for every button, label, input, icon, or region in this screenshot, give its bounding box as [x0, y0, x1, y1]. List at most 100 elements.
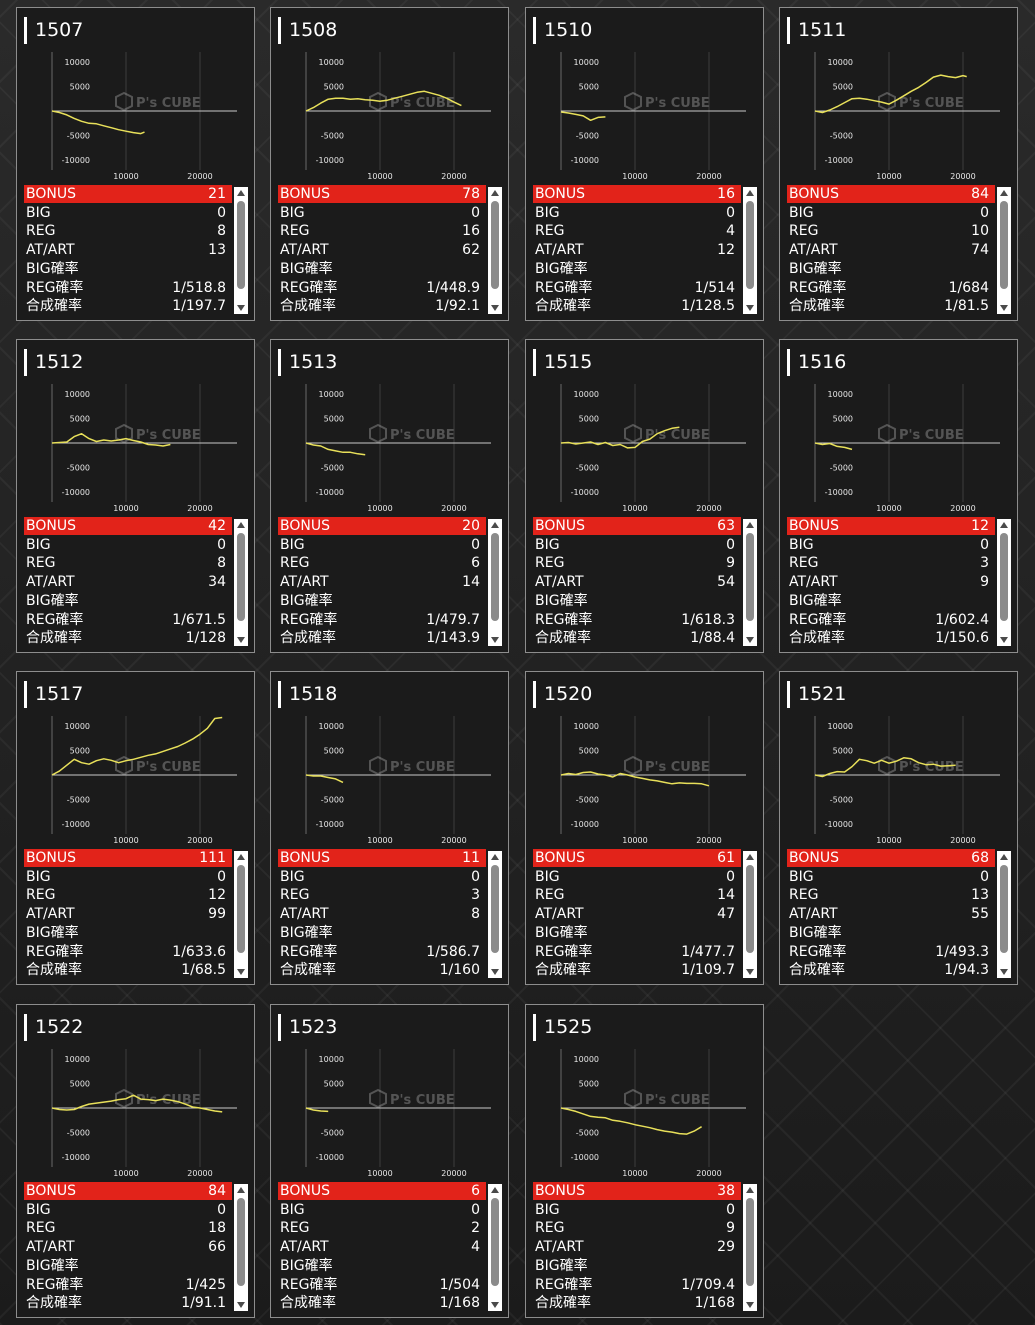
scroll-up-icon[interactable] — [237, 854, 245, 860]
scrollbar-thumb[interactable] — [746, 201, 754, 289]
scroll-up-icon[interactable] — [746, 190, 754, 196]
stats-table[interactable]: BONUS 84 BIG 0 REG 18 AT/ART 66 BIG確率 REG確率 1/425 合… — [24, 1182, 248, 1312]
watermark-logo: P's CUBE — [624, 91, 710, 112]
machine-card[interactable]: 1522 P's CUBE 10000 5000 -5000 -10000 10000 200… — [16, 1004, 255, 1318]
stats-scrollbar[interactable] — [997, 519, 1011, 646]
scroll-up-icon[interactable] — [1000, 190, 1008, 196]
stats-scrollbar[interactable] — [743, 519, 757, 646]
scroll-up-icon[interactable] — [237, 190, 245, 196]
stats-scrollbar[interactable] — [488, 187, 502, 314]
stats-table[interactable]: BONUS 6 BIG 0 REG 2 AT/ART 4 BIG確率 REG確率 1/504 合成確率… — [278, 1182, 502, 1312]
stats-scrollbar[interactable] — [488, 1184, 502, 1311]
y-tick-label: 5000 — [324, 82, 344, 91]
stats-scrollbar[interactable] — [488, 851, 502, 978]
y-tick-label: -5000 — [576, 464, 599, 473]
scroll-up-icon[interactable] — [746, 522, 754, 528]
stats-scrollbar[interactable] — [997, 187, 1011, 314]
scroll-up-icon[interactable] — [1000, 854, 1008, 860]
machine-card[interactable]: 1511 P's CUBE 10000 5000 -5000 -10000 10000 200… — [779, 7, 1018, 321]
machine-card[interactable]: 1516 P's CUBE 10000 5000 -5000 -10000 10000 200… — [779, 339, 1018, 653]
scroll-down-icon[interactable] — [491, 305, 499, 311]
stats-table[interactable]: BONUS 20 BIG 0 REG 6 AT/ART 14 BIG確率 REG確率 1/479.7… — [278, 517, 502, 647]
scroll-up-icon[interactable] — [746, 1187, 754, 1193]
scrollbar-thumb[interactable] — [491, 201, 499, 289]
scroll-down-icon[interactable] — [237, 969, 245, 975]
scroll-up-icon[interactable] — [491, 522, 499, 528]
watermark-logo: P's CUBE — [115, 423, 201, 444]
stats-table[interactable]: BONUS 11 BIG 0 REG 3 AT/ART 8 BIG確率 REG確率 1/586.7 合… — [278, 849, 502, 979]
scroll-down-icon[interactable] — [746, 637, 754, 643]
stats-table[interactable]: BONUS 84 BIG 0 REG 10 AT/ART 74 BIG確率 REG確率 1/684 合… — [787, 185, 1011, 315]
scroll-down-icon[interactable] — [1000, 637, 1008, 643]
stats-scrollbar[interactable] — [234, 187, 248, 314]
stats-table[interactable]: BONUS 38 BIG 0 REG 9 AT/ART 29 BIG確率 REG確率 1/709.4… — [533, 1182, 757, 1312]
scrollbar-thumb[interactable] — [237, 201, 245, 289]
y-tick-label: -5000 — [67, 1129, 90, 1138]
scroll-up-icon[interactable] — [746, 854, 754, 860]
machine-card[interactable]: 1515 P's CUBE 10000 5000 -5000 -10000 10000 200… — [525, 339, 764, 653]
scroll-down-icon[interactable] — [491, 637, 499, 643]
machine-card[interactable]: 1512 P's CUBE 10000 5000 -5000 -10000 10000 200… — [16, 339, 255, 653]
stats-table[interactable]: BONUS 68 BIG 0 REG 13 AT/ART 55 BIG確率 REG確率 1/493.… — [787, 849, 1011, 979]
scrollbar-thumb[interactable] — [746, 1198, 754, 1286]
stats-table[interactable]: BONUS 42 BIG 0 REG 8 AT/ART 34 BIG確率 REG確率 1/671.5… — [24, 517, 248, 647]
scroll-up-icon[interactable] — [237, 522, 245, 528]
machine-card[interactable]: 1520 P's CUBE 10000 5000 -5000 -10000 10000 200… — [525, 671, 764, 985]
scroll-down-icon[interactable] — [491, 969, 499, 975]
scroll-down-icon[interactable] — [1000, 305, 1008, 311]
scroll-up-icon[interactable] — [491, 190, 499, 196]
machine-card[interactable]: 1517 P's CUBE 10000 5000 -5000 -10000 10000 200… — [16, 671, 255, 985]
stats-scrollbar[interactable] — [997, 851, 1011, 978]
stat-row: REG 2 — [278, 1219, 486, 1237]
machine-card[interactable]: 1510 P's CUBE 10000 5000 -5000 -10000 10000 200… — [525, 7, 764, 321]
scroll-down-icon[interactable] — [237, 637, 245, 643]
stats-scrollbar[interactable] — [743, 187, 757, 314]
scroll-up-icon[interactable] — [237, 1187, 245, 1193]
stats-scrollbar[interactable] — [743, 851, 757, 978]
scroll-down-icon[interactable] — [746, 969, 754, 975]
scroll-up-icon[interactable] — [1000, 522, 1008, 528]
stats-scrollbar[interactable] — [743, 1184, 757, 1311]
stats-table[interactable]: BONUS 78 BIG 0 REG 16 AT/ART 62 BIG確率 REG確率 1/448.… — [278, 185, 502, 315]
machine-card[interactable]: 1523 P's CUBE 10000 5000 -5000 -10000 10000 200… — [270, 1004, 509, 1318]
machine-card[interactable]: 1513 P's CUBE 10000 5000 -5000 -10000 10000 200… — [270, 339, 509, 653]
scroll-up-icon[interactable] — [491, 1187, 499, 1193]
scrollbar-thumb[interactable] — [746, 865, 754, 953]
stats-scrollbar[interactable] — [234, 851, 248, 978]
scroll-down-icon[interactable] — [237, 1302, 245, 1308]
y-tick-label: -5000 — [576, 1129, 599, 1138]
stats-table[interactable]: BONUS 21 BIG 0 REG 8 AT/ART 13 BIG確率 REG確率 1/518.8… — [24, 185, 248, 315]
machine-card[interactable]: 1507 P's CUBE 10000 5000 -5000 -10000 10000 200… — [16, 7, 255, 321]
scrollbar-thumb[interactable] — [1000, 865, 1008, 953]
stats-scrollbar[interactable] — [488, 519, 502, 646]
scroll-down-icon[interactable] — [237, 305, 245, 311]
stats-scrollbar[interactable] — [234, 1184, 248, 1311]
scrollbar-thumb[interactable] — [1000, 201, 1008, 289]
machine-card[interactable]: 1508 P's CUBE 10000 5000 -5000 -10000 10000 200… — [270, 7, 509, 321]
stats-table[interactable]: BONUS 61 BIG 0 REG 14 AT/ART 47 BIG確率 REG確率 1/477.… — [533, 849, 757, 979]
scrollbar-thumb[interactable] — [746, 533, 754, 621]
scroll-down-icon[interactable] — [746, 1302, 754, 1308]
stats-table[interactable]: BONUS 12 BIG 0 REG 3 AT/ART 9 BIG確率 REG確率 1/602.4 合… — [787, 517, 1011, 647]
x-tick-label: 10000 — [622, 504, 647, 513]
scroll-up-icon[interactable] — [491, 854, 499, 860]
scroll-down-icon[interactable] — [491, 1302, 499, 1308]
stat-label: BONUS — [789, 850, 839, 866]
machine-card[interactable]: 1525 P's CUBE 10000 5000 -5000 -10000 10000 200… — [525, 1004, 764, 1318]
stats-table[interactable]: BONUS 111 BIG 0 REG 12 AT/ART 99 BIG確率 REG確率 1/633… — [24, 849, 248, 979]
scrollbar-thumb[interactable] — [491, 865, 499, 953]
scrollbar-thumb[interactable] — [491, 533, 499, 621]
scroll-down-icon[interactable] — [1000, 969, 1008, 975]
machine-card[interactable]: 1518 P's CUBE 10000 5000 -5000 -10000 10000 200… — [270, 671, 509, 985]
scrollbar-thumb[interactable] — [491, 1198, 499, 1286]
stats-table[interactable]: BONUS 16 BIG 0 REG 4 AT/ART 12 BIG確率 REG確率 1/514 合成… — [533, 185, 757, 315]
scrollbar-thumb[interactable] — [237, 1198, 245, 1286]
stats-table[interactable]: BONUS 63 BIG 0 REG 9 AT/ART 54 BIG確率 REG確率 1/618.3… — [533, 517, 757, 647]
machine-card[interactable]: 1521 P's CUBE 10000 5000 -5000 -10000 10000 200… — [779, 671, 1018, 985]
scrollbar-thumb[interactable] — [237, 865, 245, 953]
stats-scrollbar[interactable] — [234, 519, 248, 646]
scrollbar-thumb[interactable] — [237, 533, 245, 621]
scrollbar-thumb[interactable] — [1000, 533, 1008, 621]
scroll-down-icon[interactable] — [746, 305, 754, 311]
